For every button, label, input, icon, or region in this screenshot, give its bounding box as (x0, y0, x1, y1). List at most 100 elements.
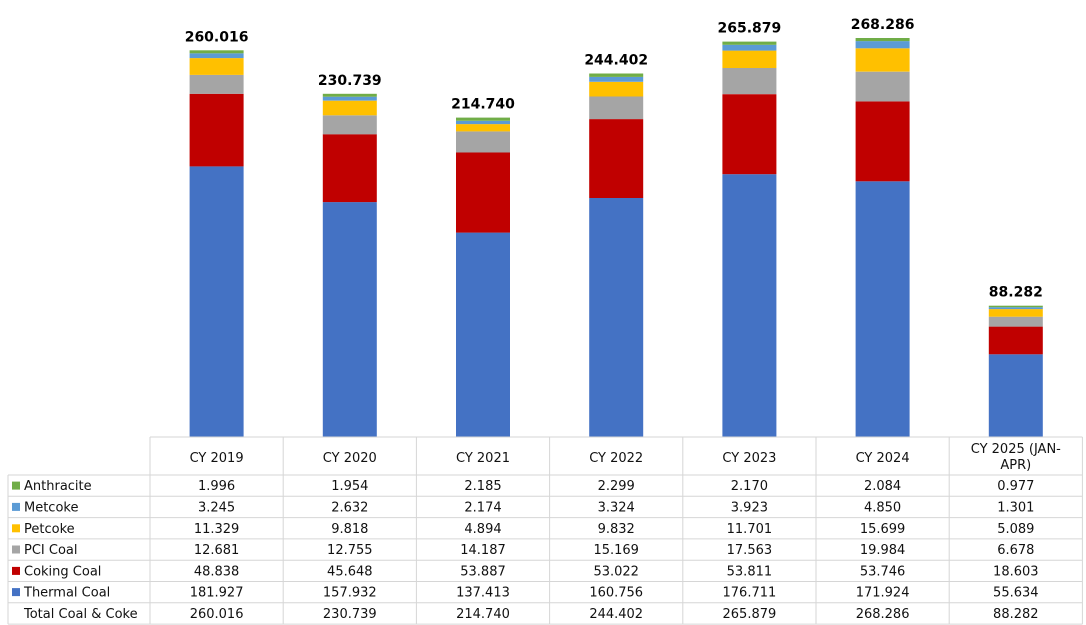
bar-segment (855, 181, 910, 437)
column-header: CY 2022 (589, 451, 643, 466)
table-cell-value: 14.187 (460, 543, 506, 558)
column-header: CY 2021 (456, 451, 510, 466)
total-value-label: 230.739 (318, 73, 382, 89)
column-header: APR) (1000, 458, 1031, 473)
table-cell-value: 12.681 (194, 543, 240, 558)
table-cell-value: 53.746 (860, 564, 906, 579)
total-value-label: 268.286 (851, 17, 915, 33)
row-label: PCI Coal (24, 543, 78, 558)
bar-segment (189, 74, 244, 94)
bar-segment (589, 197, 644, 437)
bar-segment (456, 152, 510, 233)
table-cell-value: 6.678 (997, 543, 1034, 558)
column-header: CY 2020 (323, 451, 377, 466)
bar-segment (722, 68, 777, 95)
table-cell-value: 1.301 (997, 500, 1034, 515)
bar-segment (988, 307, 1043, 310)
bar-segment (189, 58, 244, 75)
bar-segment (722, 50, 777, 68)
bar-segment (988, 326, 1043, 355)
bar-segment (456, 124, 510, 132)
table-cell-value: 15.169 (593, 543, 639, 558)
table-cell-value: 9.832 (598, 522, 635, 537)
total-value-label: 265.879 (718, 21, 782, 37)
table-cell-value: 214.740 (456, 607, 510, 622)
table-cell-value: 4.850 (864, 500, 901, 515)
table-cell-value: 160.756 (589, 586, 643, 601)
bar-segment (589, 76, 644, 82)
row-label: Total Coal & Coke (23, 607, 138, 622)
bar-segment (722, 41, 777, 45)
table-cell-value: 53.022 (593, 564, 639, 579)
bar-segment (589, 81, 644, 97)
table-cell-value: 3.324 (598, 500, 635, 515)
bar-segment (988, 309, 1043, 317)
column-header: CY 2023 (722, 451, 776, 466)
table-cell-value: 2.185 (464, 479, 501, 494)
bar-segment (589, 119, 644, 198)
table-cell-value: 1.954 (331, 479, 368, 494)
bar-segment (456, 120, 510, 125)
table-cell-value: 3.245 (198, 500, 235, 515)
bar-segment (189, 53, 244, 59)
row-label: Petcoke (24, 522, 75, 537)
table-cell-value: 2.170 (731, 479, 768, 494)
table-cell-value: 176.711 (723, 586, 777, 601)
table-cell-value: 265.879 (723, 607, 777, 622)
bar-segment (722, 174, 777, 437)
bar-segment (322, 115, 377, 135)
table-cell-value: 157.932 (323, 586, 377, 601)
table-cell-value: 19.984 (860, 543, 906, 558)
bar-segment (722, 44, 777, 51)
bar-segment (189, 50, 244, 54)
total-value-label: 88.282 (989, 285, 1043, 301)
bar-segment (855, 48, 910, 72)
column-header: CY 2024 (856, 451, 910, 466)
table-cell-value: 18.603 (993, 564, 1039, 579)
table-cell-value: 0.977 (997, 479, 1034, 494)
table-cell-value: 55.634 (993, 586, 1039, 601)
total-value-label: 244.402 (584, 53, 648, 69)
table-cell-value: 5.089 (997, 522, 1034, 537)
column-header: CY 2025 (JAN- (971, 442, 1061, 457)
table-cell-value: 230.739 (323, 607, 377, 622)
table-cell-value: 45.648 (327, 564, 373, 579)
table-cell-value: 244.402 (589, 607, 643, 622)
bar-segment (722, 94, 777, 175)
table-cell-value: 48.838 (194, 564, 240, 579)
bars-layer (189, 38, 1043, 437)
totals-layer: 260.016 230.739 214.740 244.402 265.879 268.2… (185, 17, 1043, 301)
table-cell-value: 12.755 (327, 543, 373, 558)
column-header: CY 2019 (190, 451, 244, 466)
legend-key (12, 502, 20, 511)
table-cell-value: 3.923 (731, 500, 768, 515)
table-cell-value: 11.329 (194, 522, 240, 537)
table-cell-value: 2.174 (464, 500, 501, 515)
table-cell-value: 53.887 (460, 564, 506, 579)
table-cell-value: 260.016 (190, 607, 244, 622)
table-cell-value: 88.282 (993, 607, 1039, 622)
row-label: Anthracite (24, 479, 92, 494)
table-cell-value: 4.894 (464, 522, 501, 537)
table-cell-value: 137.413 (456, 586, 510, 601)
table-cell-value: 2.084 (864, 479, 901, 494)
table-cell-value: 17.563 (727, 543, 773, 558)
bar-segment (855, 38, 910, 42)
bar-segment (855, 41, 910, 49)
table-cell-value: 9.818 (331, 522, 368, 537)
table-cell-value: 15.699 (860, 522, 906, 537)
bar-segment (322, 100, 377, 116)
bar-segment (456, 117, 510, 121)
bar-segment (855, 101, 910, 182)
table-cell-value: 171.924 (856, 586, 910, 601)
bar-segment (589, 73, 644, 77)
bar-segment (988, 354, 1043, 437)
total-value-label: 260.016 (185, 29, 249, 45)
table-cell-value: 2.632 (331, 500, 368, 515)
bar-segment (988, 305, 1043, 308)
table-cell-value: 53.811 (727, 564, 773, 579)
bar-segment (589, 96, 644, 120)
legend-key (12, 524, 20, 533)
legend-key (12, 588, 20, 597)
